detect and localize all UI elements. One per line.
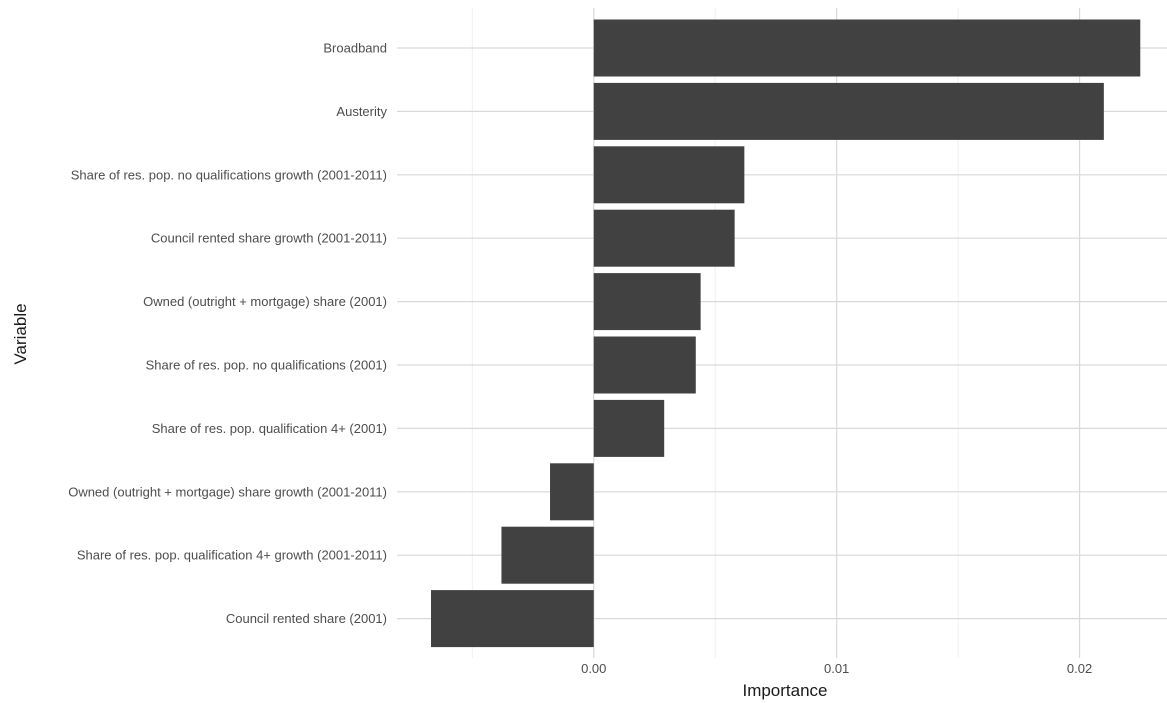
bar (501, 526, 594, 584)
x-tick-label: 0.02 (1067, 661, 1092, 676)
x-tick-labels: 0.00 0.01 0.02 (581, 661, 1092, 676)
x-axis-title: Importance (742, 681, 827, 700)
y-tick-label: Share of res. pop. qualification 4+ grow… (77, 548, 387, 563)
y-tick-label: Council rented share growth (2001-2011) (151, 231, 387, 246)
y-tick-label: Austerity (336, 104, 387, 119)
bar (593, 399, 665, 457)
y-tick-label: Owned (outright + mortgage) share growth… (68, 484, 387, 499)
bar (550, 463, 594, 521)
bar (593, 82, 1104, 140)
y-tick-label: Owned (outright + mortgage) share (2001) (143, 294, 387, 309)
y-axis-title: Variable (11, 303, 30, 364)
bar (593, 273, 701, 331)
y-tick-labels: Broadband Austerity Share of res. pop. no … (68, 41, 387, 627)
bar (593, 336, 696, 394)
y-tick-label: Broadband (323, 41, 387, 56)
y-tick-label: Share of res. pop. no qualifications gro… (71, 167, 387, 182)
y-tick-label: Share of res. pop. no qualifications (20… (146, 358, 387, 373)
bar (593, 209, 735, 267)
bar (593, 146, 745, 204)
x-tick-label: 0.01 (824, 661, 849, 676)
y-tick-label: Council rented share (2001) (226, 611, 387, 626)
x-tick-label: 0.00 (581, 661, 606, 676)
bar (431, 590, 594, 648)
y-tick-label: Share of res. pop. qualification 4+ (200… (152, 421, 387, 436)
bar (593, 19, 1141, 77)
bars (431, 19, 1141, 648)
